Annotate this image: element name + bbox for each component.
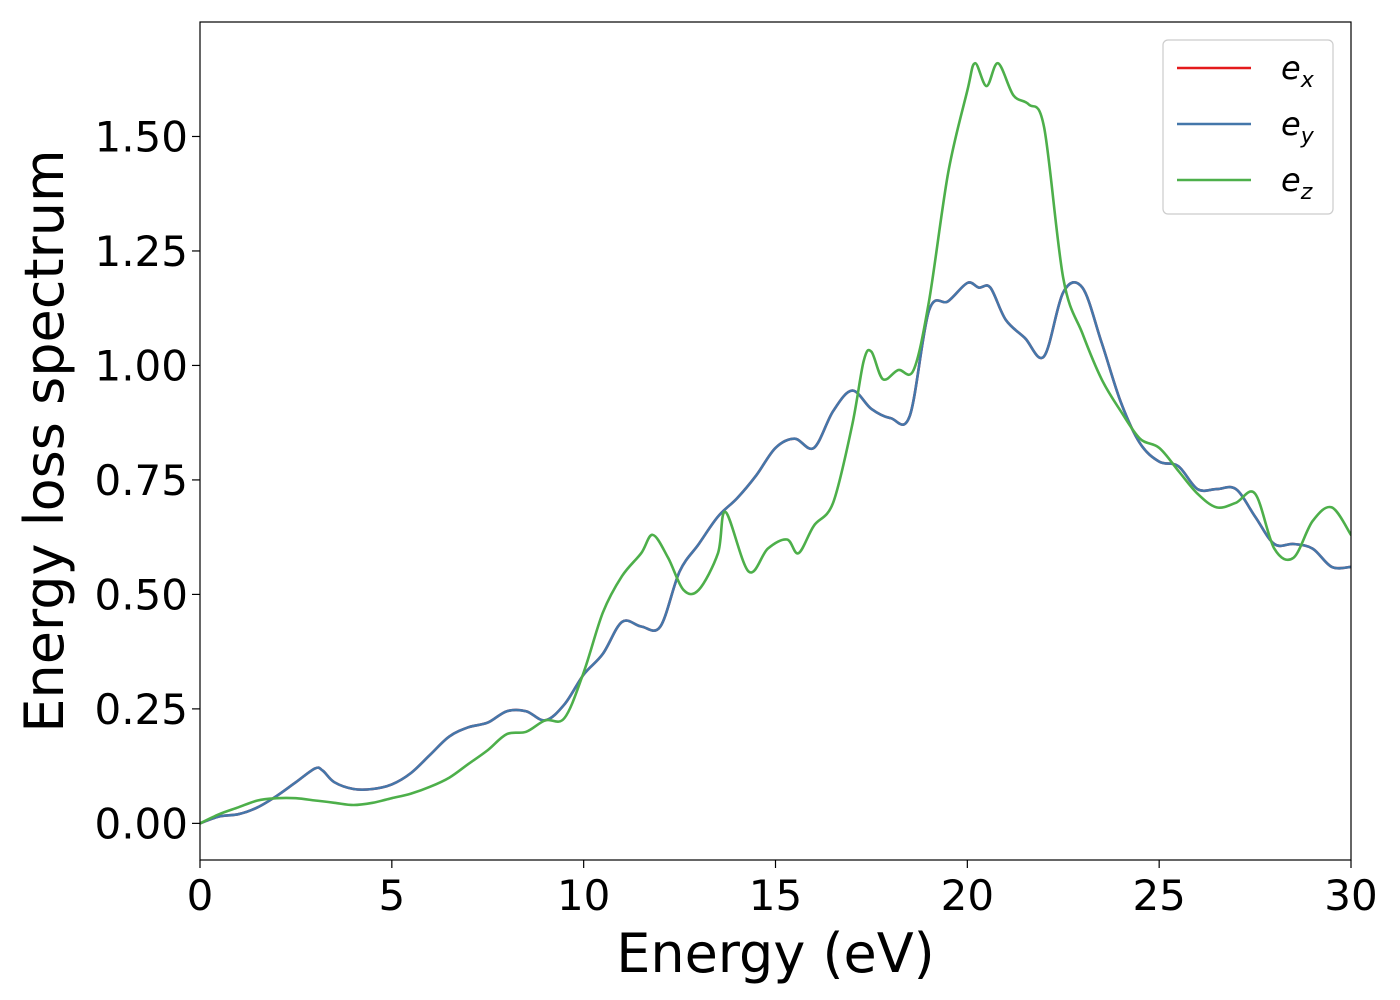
x-tick-label: 10 [557, 871, 610, 920]
y-axis-ticks: 0.00 0.25 0.50 0.75 1.00 1.25 1.50 [94, 112, 200, 848]
x-axis-ticks: 0 5 10 15 20 25 30 [187, 860, 1378, 920]
x-tick-label: 20 [941, 871, 994, 920]
y-tick-label: 1.00 [94, 341, 188, 390]
y-tick-label: 1.50 [94, 112, 188, 161]
series-line-y [200, 281, 1351, 825]
x-tick-label: 30 [1324, 871, 1377, 920]
x-tick-label: 15 [749, 871, 802, 920]
y-tick-label: 0.50 [94, 570, 188, 619]
legend: ex ey ez [1162, 39, 1334, 215]
legend-box [1162, 39, 1334, 215]
y-tick-label: 0.75 [94, 456, 188, 505]
x-tick-label: 0 [187, 871, 214, 920]
series-line-x [200, 281, 1351, 825]
legend-label-y: ey [1281, 105, 1315, 149]
y-tick-label: 1.25 [94, 227, 188, 276]
x-tick-label: 5 [378, 871, 405, 920]
series-layer [200, 61, 1351, 825]
y-tick-label: 0.25 [94, 685, 188, 734]
legend-label-x: ex [1281, 49, 1315, 93]
y-tick-label: 0.00 [94, 799, 188, 848]
y-axis-label: Energy loss spectrum [13, 149, 76, 732]
series-line-z [200, 61, 1351, 825]
legend-label-z: ez [1281, 161, 1313, 205]
x-tick-label: 25 [1132, 871, 1185, 920]
x-axis-label: Energy (eV) [616, 922, 935, 985]
